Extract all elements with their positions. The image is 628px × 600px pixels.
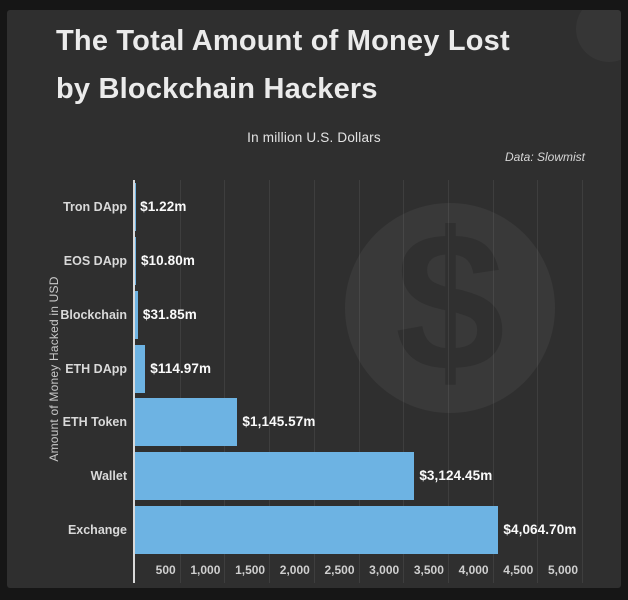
gridline xyxy=(179,180,181,583)
gridline xyxy=(492,180,494,583)
gridline xyxy=(403,180,405,583)
category-label: ETH DApp xyxy=(65,361,127,376)
bar-value-label: $4,064.70m xyxy=(503,522,577,538)
gridline xyxy=(313,180,315,583)
x-tick-label: 2,000 xyxy=(279,563,310,577)
gridline xyxy=(537,180,539,583)
data-source-note: Data: Slowmist xyxy=(504,150,585,164)
chart-title-line-1: The Total Amount of Money Lost xyxy=(56,25,510,57)
category-label: Blockchain xyxy=(60,307,127,322)
x-tick-label: 4,500 xyxy=(503,563,534,577)
chart-title-line-2: by Blockchain Hackers xyxy=(56,73,378,105)
bar-value-label: $1,145.57m xyxy=(242,414,316,430)
dollar-sign-icon: $ xyxy=(394,191,506,412)
gridline xyxy=(447,180,449,583)
bar xyxy=(135,506,499,555)
gridline xyxy=(582,180,583,583)
x-tick-label: 2,500 xyxy=(324,563,355,577)
chart-title: The Total Amount of Money Lost by Blockc… xyxy=(56,17,510,113)
chart-panel: $ The Total Amount of Money Lost by Bloc… xyxy=(7,10,621,588)
category-label: ETH Token xyxy=(62,415,127,430)
x-tick-label: 1,000 xyxy=(190,563,221,577)
category-label: Tron DApp xyxy=(63,199,127,214)
category-label: Exchange xyxy=(67,523,127,538)
bar-value-label: $114.97m xyxy=(150,360,212,376)
plot-area: Tron DApp $1.22m EOS DApp $10.80m Blockchain… xyxy=(7,10,621,588)
bar xyxy=(135,290,138,339)
x-tick-label: 4,000 xyxy=(458,563,489,577)
bar xyxy=(135,452,415,501)
bar-value-label: $1.22m xyxy=(140,198,187,214)
x-tick-label: 3,500 xyxy=(413,563,444,577)
bar-value-label: $10.80m xyxy=(140,252,195,268)
x-tick-label: 500 xyxy=(155,563,176,577)
bar-value-label: $31.85m xyxy=(142,306,197,322)
x-tick-label: 5,000 xyxy=(547,563,578,577)
x-tick-label: 3,000 xyxy=(369,563,400,577)
bar xyxy=(135,236,136,285)
gridline xyxy=(224,180,226,583)
bar-value-label: $3,124.45m xyxy=(419,468,493,484)
bar xyxy=(135,344,146,393)
category-label: EOS DApp xyxy=(63,253,127,268)
category-label: Wallet xyxy=(90,469,127,484)
gridline xyxy=(358,180,360,583)
chart-subtitle: In million U.S. Dollars xyxy=(247,130,381,145)
x-tick-label: 1,500 xyxy=(235,563,266,577)
bar xyxy=(135,398,238,447)
gridline xyxy=(269,180,271,583)
y-axis-line xyxy=(133,180,135,583)
dollar-watermark-circle: $ xyxy=(345,203,555,413)
